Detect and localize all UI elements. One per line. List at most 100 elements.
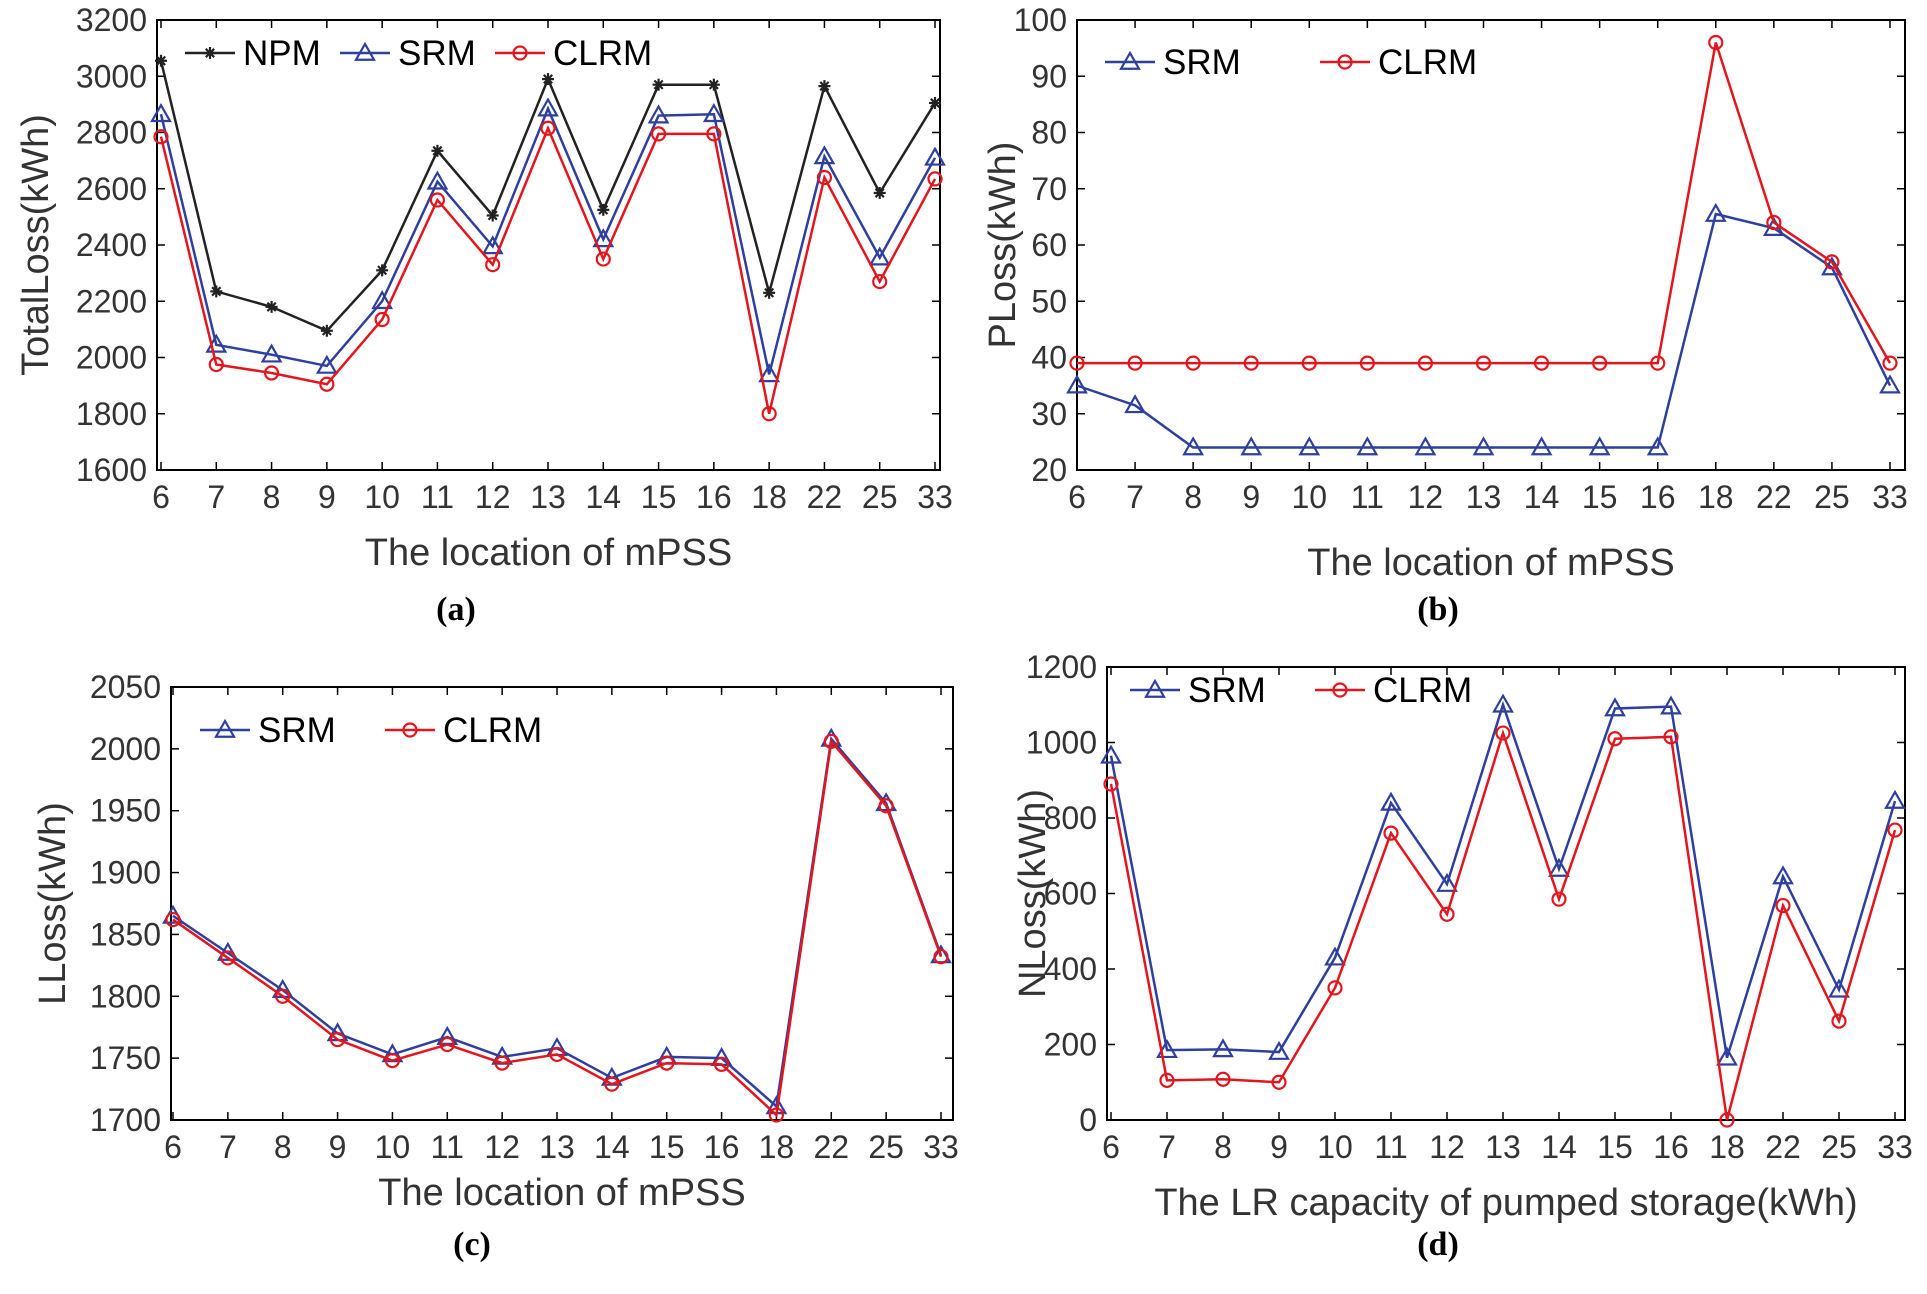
y-tick-label: 2600	[76, 171, 147, 207]
x-tick-label: 12	[484, 1129, 520, 1165]
data-point	[1831, 1013, 1847, 1029]
legend-label: SRM	[258, 711, 336, 750]
panel-label: (c)	[453, 1226, 491, 1263]
x-tick-label: 11	[431, 1129, 464, 1165]
y-tick-label: 20	[1031, 452, 1067, 488]
data-point	[486, 209, 499, 222]
x-axis-label: The location of mPSS	[378, 1172, 746, 1214]
data-point	[1887, 822, 1903, 838]
data-point	[818, 80, 831, 93]
data-point	[1436, 872, 1458, 892]
data-point	[1243, 355, 1259, 371]
x-tick-label: 33	[1872, 479, 1908, 515]
y-axis-label: PLoss(kWh)	[982, 142, 1024, 349]
data-point	[652, 78, 665, 91]
legend-marker	[1144, 678, 1166, 698]
x-tick-label: 33	[923, 1129, 959, 1165]
y-tick-label: 50	[1031, 283, 1067, 319]
data-point	[371, 290, 394, 310]
legend-item: SRM	[1105, 43, 1241, 82]
data-point	[707, 78, 720, 91]
data-point	[542, 73, 554, 86]
y-tick-label: 60	[1031, 227, 1067, 263]
data-point	[1271, 1074, 1287, 1090]
series-clrm	[1069, 34, 1898, 371]
data-point	[1069, 355, 1085, 371]
data-point	[1356, 436, 1379, 456]
data-point	[1472, 436, 1495, 456]
data-point	[1650, 355, 1666, 371]
y-tick-label: 1600	[76, 452, 147, 488]
chart-panel-d: 0 200 400 600 800 1000 1200 6 7 8 9 10 11 12 13 14 15 16 1…	[1012, 649, 1913, 1263]
x-tick-label: 7	[1126, 479, 1144, 515]
data-point	[1766, 214, 1782, 231]
y-tick-label: 1750	[90, 1040, 161, 1076]
x-axis-label: The location of mPSS	[1307, 542, 1675, 584]
x-tick-label: 6	[1102, 1129, 1120, 1165]
legend-marker	[512, 45, 528, 61]
data-point	[153, 129, 169, 145]
panel-label: (a)	[436, 591, 476, 628]
data-point	[647, 104, 670, 124]
data-point	[374, 311, 390, 328]
x-tick-label: 14	[1541, 1129, 1577, 1165]
x-tick-label: 9	[318, 479, 336, 515]
x-tick-label: 9	[1270, 1129, 1288, 1165]
x-tick-label: 6	[164, 1129, 182, 1165]
series-line	[159, 105, 937, 375]
x-tick-label: 18	[1698, 479, 1734, 515]
y-tick-label: 1950	[90, 793, 161, 829]
data-point	[595, 251, 611, 267]
legend-marker	[1337, 54, 1353, 70]
data-point	[1884, 789, 1906, 809]
data-point	[1240, 436, 1263, 456]
y-tick-label: 3000	[76, 58, 147, 94]
legend-marker	[204, 47, 216, 59]
data-point	[872, 273, 888, 290]
legend-marker	[1119, 50, 1141, 70]
data-point	[878, 798, 894, 814]
chart-panel-b: 20 30 40 50 60 70 80 90 100 6 7 8 9 10 11 12 13 14 15 16 18 2…	[982, 2, 1908, 628]
data-point	[713, 1056, 730, 1072]
data-point	[1495, 725, 1511, 741]
data-point	[429, 192, 446, 208]
data-point	[220, 950, 236, 966]
x-tick-label: 9	[1242, 479, 1260, 515]
data-point	[763, 286, 776, 299]
y-axis-label: TotalLoss(kWh)	[15, 114, 57, 376]
legend-marker	[214, 718, 236, 738]
x-axis-label: The location of mPSS	[365, 532, 733, 574]
y-tick-label: 800	[1044, 800, 1097, 836]
series-clrm	[1103, 725, 1903, 1128]
y-tick-label: 100	[1014, 2, 1067, 38]
data-point	[1607, 731, 1623, 747]
y-tick-label: 400	[1044, 951, 1097, 987]
data-point	[1327, 980, 1343, 996]
series-line	[172, 738, 943, 1118]
data-point	[1530, 436, 1553, 456]
legend-label: CLRM	[553, 34, 652, 73]
x-tick-label: 9	[329, 1129, 347, 1165]
series-line	[172, 736, 943, 1109]
series-line	[1076, 212, 1892, 449]
data-point	[540, 120, 556, 136]
x-tick-label: 33	[917, 479, 953, 515]
x-tick-label: 8	[1184, 479, 1202, 515]
x-tick-label: 12	[475, 479, 511, 515]
series-srm	[1100, 693, 1906, 1066]
data-point	[1298, 436, 1321, 456]
series-npm	[155, 54, 941, 337]
data-point	[927, 171, 943, 187]
data-point	[868, 246, 891, 266]
x-tick-label: 15	[649, 1129, 685, 1165]
x-tick-label: 8	[274, 1129, 292, 1165]
x-tick-label: 13	[1466, 479, 1502, 515]
data-point	[150, 103, 172, 123]
data-point	[1100, 744, 1122, 764]
data-point	[263, 365, 280, 381]
data-point	[592, 228, 615, 248]
data-point	[1182, 436, 1205, 456]
x-tick-label: 16	[1640, 479, 1676, 515]
x-tick-label: 13	[1485, 1129, 1521, 1165]
y-tick-label: 2800	[76, 115, 147, 151]
